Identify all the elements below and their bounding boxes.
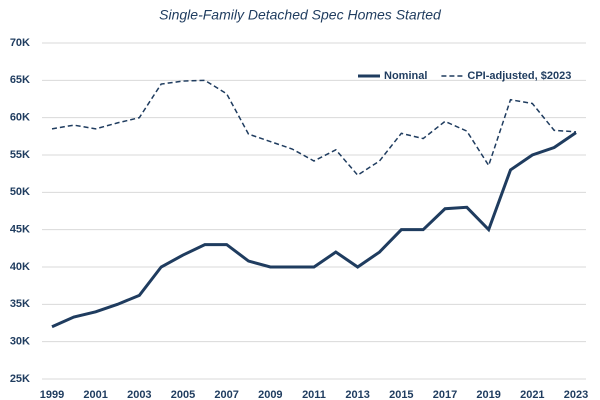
y-tick-label: 45K [10, 224, 30, 236]
y-tick-label: 55K [10, 149, 30, 161]
y-tick-label: 25K [10, 373, 30, 385]
chart-subtitle: Single-Family Detached Spec Homes Starte… [159, 7, 442, 23]
x-tick-label: 2019 [476, 389, 500, 400]
x-tick-label: 2013 [345, 389, 369, 400]
legend-label: Nominal [384, 70, 427, 82]
x-tick-label: 2011 [302, 389, 326, 400]
y-tick-label: 65K [10, 74, 30, 86]
x-tick-label: 2005 [171, 389, 195, 400]
y-tick-label: 35K [10, 298, 30, 310]
series-line [51, 79, 577, 177]
legend-label: CPI-adjusted, $2023 [467, 70, 571, 82]
x-tick-label: 2007 [214, 389, 238, 400]
y-tick-label: 50K [10, 186, 30, 198]
x-tick-label: 2001 [83, 389, 107, 400]
x-tick-label: 1999 [40, 389, 64, 400]
y-tick-label: 30K [10, 336, 30, 348]
y-tick-label: 70K [10, 37, 30, 49]
x-tick-label: 2023 [564, 389, 588, 400]
x-tick-label: 2003 [127, 389, 151, 400]
y-tick-label: 40K [10, 261, 30, 273]
y-tick-label: 60K [10, 112, 30, 124]
series-line [51, 131, 577, 329]
x-tick-label: 2021 [520, 389, 544, 400]
x-tick-label: 2015 [389, 389, 413, 400]
x-tick-label: 2009 [258, 389, 282, 400]
x-tick-label: 2017 [433, 389, 457, 400]
